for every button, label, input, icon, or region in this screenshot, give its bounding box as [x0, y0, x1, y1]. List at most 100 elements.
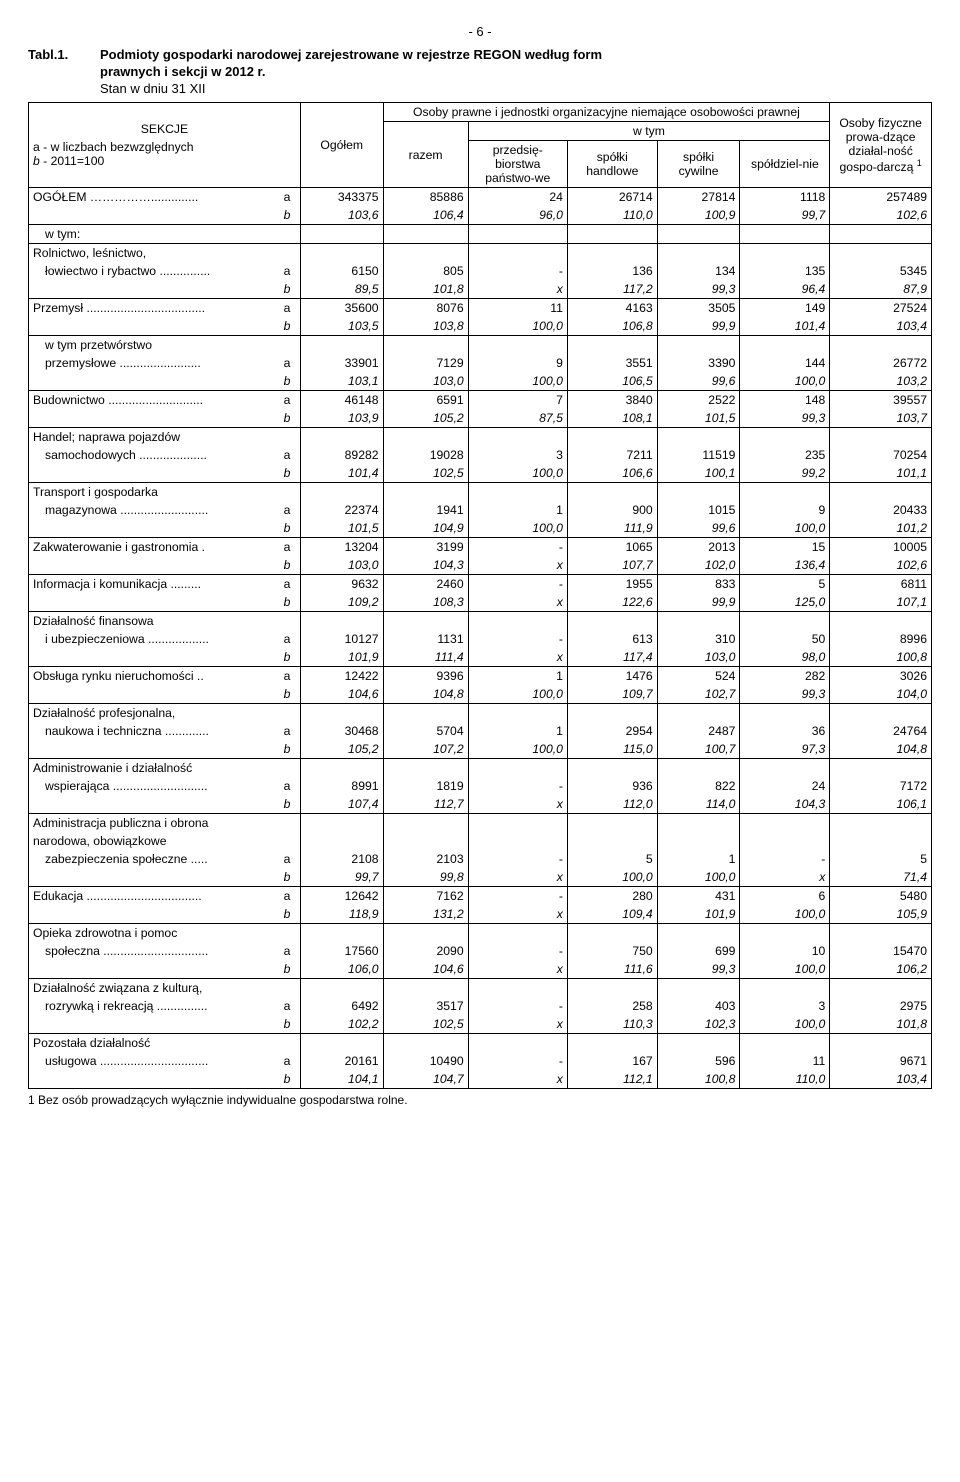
cell: 101,9: [657, 905, 740, 924]
th-spolki-h: spółki handlowe: [567, 141, 657, 188]
cell: 20161: [300, 1052, 383, 1070]
cell: 131,2: [383, 905, 468, 924]
cell: 8996: [830, 630, 932, 648]
cell: 117,4: [567, 648, 657, 667]
cell: x: [468, 280, 567, 299]
cell: 97,3: [740, 740, 830, 759]
row-ab: b: [274, 372, 300, 391]
row-label: Działalność profesjonalna,: [29, 704, 301, 723]
cell: 235: [740, 446, 830, 464]
cell: 11: [740, 1052, 830, 1070]
cell: 103,6: [300, 206, 383, 225]
cell: 5704: [383, 722, 468, 740]
row-ab: b: [274, 685, 300, 704]
cell: 104,9: [383, 519, 468, 538]
cell: 103,0: [383, 372, 468, 391]
cell: 2103: [383, 850, 468, 868]
cell: 99,3: [657, 960, 740, 979]
row-ab: a: [274, 188, 300, 207]
cell: 102,5: [383, 1015, 468, 1034]
row-label-b: [29, 519, 275, 538]
cell: 100,7: [657, 740, 740, 759]
cell: 107,2: [383, 740, 468, 759]
cell: 99,9: [657, 317, 740, 336]
cell: 100,0: [740, 372, 830, 391]
cell: 3: [740, 997, 830, 1015]
cell: 109,7: [567, 685, 657, 704]
row-label: i ubezpieczeniowa ..................: [29, 630, 275, 648]
cell: 106,4: [383, 206, 468, 225]
row-label: Administracja publiczna i obrona: [29, 814, 301, 833]
row-ab: a: [274, 501, 300, 519]
cell: 5: [740, 575, 830, 594]
cell: 9671: [830, 1052, 932, 1070]
cell: 8076: [383, 299, 468, 318]
cell: 101,8: [383, 280, 468, 299]
cell: x: [468, 1070, 567, 1089]
row-label-b: [29, 685, 275, 704]
cell: x: [740, 868, 830, 887]
cell: 100,0: [740, 519, 830, 538]
cell: 104,1: [300, 1070, 383, 1089]
cell: 107,4: [300, 795, 383, 814]
cell: 2013: [657, 538, 740, 557]
row-label-b: [29, 1015, 275, 1034]
cell: 101,5: [657, 409, 740, 428]
row-label: Administrowanie i działalność: [29, 759, 301, 778]
cell: 100,9: [657, 206, 740, 225]
cell: -: [468, 850, 567, 868]
cell: 9396: [383, 667, 468, 686]
row-label: Obsługa rynku nieruchomości ..: [29, 667, 275, 686]
cell: 136,4: [740, 556, 830, 575]
row-label: Przemysł ...............................…: [29, 299, 275, 318]
row-ab: a: [274, 942, 300, 960]
cell: 10: [740, 942, 830, 960]
cell: 613: [567, 630, 657, 648]
row-label: Informacja i komunikacja .........: [29, 575, 275, 594]
cell: 24764: [830, 722, 932, 740]
cell: 110,3: [567, 1015, 657, 1034]
cell: -: [468, 887, 567, 906]
th-osoby-fiz: Osoby fizyczne prowa-dzące działal-ność …: [830, 103, 932, 188]
cell: 115,0: [567, 740, 657, 759]
cell: 1065: [567, 538, 657, 557]
cell: 96,0: [468, 206, 567, 225]
cell: 99,9: [657, 593, 740, 612]
cell: 1: [468, 722, 567, 740]
cell: 6811: [830, 575, 932, 594]
cell: 2487: [657, 722, 740, 740]
row-label: zabezpieczenia społeczne .....: [29, 850, 275, 868]
cell: 104,0: [830, 685, 932, 704]
cell: 103,0: [300, 556, 383, 575]
cell: 99,3: [657, 280, 740, 299]
cell: 100,0: [468, 372, 567, 391]
cell: 15: [740, 538, 830, 557]
cell: 102,6: [830, 206, 932, 225]
row-label-b: [29, 648, 275, 667]
cell: x: [468, 960, 567, 979]
cell: 122,6: [567, 593, 657, 612]
cell: 102,6: [830, 556, 932, 575]
cell: 1131: [383, 630, 468, 648]
cell: 109,2: [300, 593, 383, 612]
cell: 17560: [300, 942, 383, 960]
cell: 24: [740, 777, 830, 795]
cell: 100,0: [740, 960, 830, 979]
cell: 108,1: [567, 409, 657, 428]
row-label-b: [29, 795, 275, 814]
cell: 96,4: [740, 280, 830, 299]
cell: -: [468, 630, 567, 648]
cell: 7172: [830, 777, 932, 795]
cell: 7129: [383, 354, 468, 372]
row-label-b: [29, 280, 275, 299]
cell: 101,8: [830, 1015, 932, 1034]
cell: 100,1: [657, 464, 740, 483]
cell: 103,0: [657, 648, 740, 667]
row-label: społeczna ..............................…: [29, 942, 275, 960]
cell: x: [468, 593, 567, 612]
cell: 104,8: [830, 740, 932, 759]
row-label: naukowa i techniczna .............: [29, 722, 275, 740]
row-label: łowiectwo i rybactwo ...............: [29, 262, 275, 280]
cell: 524: [657, 667, 740, 686]
cell: 100,0: [468, 317, 567, 336]
